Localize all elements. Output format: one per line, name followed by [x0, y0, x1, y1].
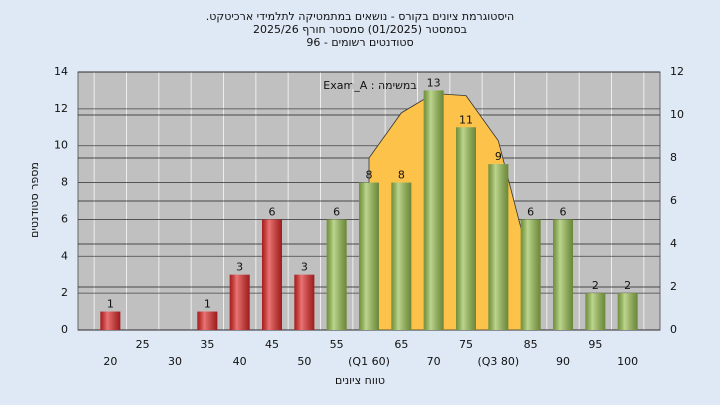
y2-tick-label: 6: [670, 194, 677, 207]
y-tick-label: 2: [61, 286, 68, 299]
x-tick-label: 20: [103, 355, 117, 368]
y-tick-label: 0: [61, 323, 68, 336]
value-label: 9: [495, 150, 502, 163]
value-label: 13: [427, 76, 441, 89]
bar-shade: [391, 182, 412, 330]
bar-shade: [617, 293, 638, 330]
bar-shade: [423, 90, 444, 330]
x-tick-label: 85: [524, 338, 538, 351]
y-tick-label: 10: [54, 139, 68, 152]
title-line: בסמסטר (01/2025) סמסטר חורף 2025/26: [253, 23, 467, 36]
title-line: היסטוגרמת ציונים בקורס - נושאים במתמטיקה…: [206, 10, 514, 23]
value-label: 6: [527, 205, 534, 218]
bar-shade: [359, 182, 379, 330]
y-tick-label: 4: [61, 249, 68, 262]
value-label: 11: [459, 113, 473, 126]
bar-shade: [488, 164, 509, 330]
y2-tick-label: 2: [670, 280, 677, 293]
value-label: 2: [592, 279, 599, 292]
value-label: 2: [624, 279, 631, 292]
bar-shade: [326, 219, 347, 330]
y2-tick-label: 10: [670, 108, 684, 121]
value-label: 3: [301, 261, 308, 274]
y-tick-label: 6: [61, 212, 68, 225]
x-tick-label: 70: [427, 355, 441, 368]
x-tick-label: 50: [297, 355, 311, 368]
y2-tick-label: 12: [670, 65, 684, 78]
bar-shade: [456, 127, 476, 331]
y-tick-label: 12: [54, 102, 68, 115]
x-tick-label: 65: [394, 338, 408, 351]
y-tick-label: 14: [54, 65, 68, 78]
y2-tick-label: 0: [670, 323, 677, 336]
value-label: 8: [366, 169, 373, 182]
value-label: 1: [204, 298, 211, 311]
x-tick-label: 30: [168, 355, 182, 368]
bar-shade: [585, 293, 606, 330]
y2-tick-label: 8: [670, 151, 677, 164]
x-tick-label: 90: [556, 355, 570, 368]
value-label: 6: [560, 205, 567, 218]
value-label: 3: [236, 261, 243, 274]
title-line: סטודנטים רשומים - 96: [306, 36, 413, 49]
value-label: 6: [333, 205, 340, 218]
x-axis-label: טווח ציונים: [335, 374, 385, 387]
x-tick-label: (Q1 60): [348, 355, 390, 368]
value-label: 1: [107, 298, 114, 311]
y-tick-label: 8: [61, 176, 68, 189]
bar-shade: [553, 219, 573, 330]
x-tick-label: 55: [330, 338, 344, 351]
bar-shade: [100, 311, 121, 330]
x-tick-label: 100: [617, 355, 638, 368]
x-tick-label: 25: [136, 338, 150, 351]
bar-shade: [294, 274, 315, 330]
value-label: 8: [398, 169, 405, 182]
bar-shade: [229, 274, 250, 330]
x-tick-label: 40: [233, 355, 247, 368]
x-tick-label: (Q3 80): [477, 355, 519, 368]
value-label: 6: [269, 205, 276, 218]
annotation: במשימה : Exam_A: [323, 79, 416, 92]
y2-tick-label: 4: [670, 237, 677, 250]
y-axis-label: מספר סטודנטים: [28, 162, 41, 238]
x-tick-label: 75: [459, 338, 473, 351]
x-tick-label: 35: [200, 338, 214, 351]
x-tick-label: 45: [265, 338, 279, 351]
bar-shade: [262, 219, 282, 330]
x-tick-label: 95: [588, 338, 602, 351]
bar-shade: [520, 219, 541, 330]
bar-shade: [197, 311, 218, 330]
